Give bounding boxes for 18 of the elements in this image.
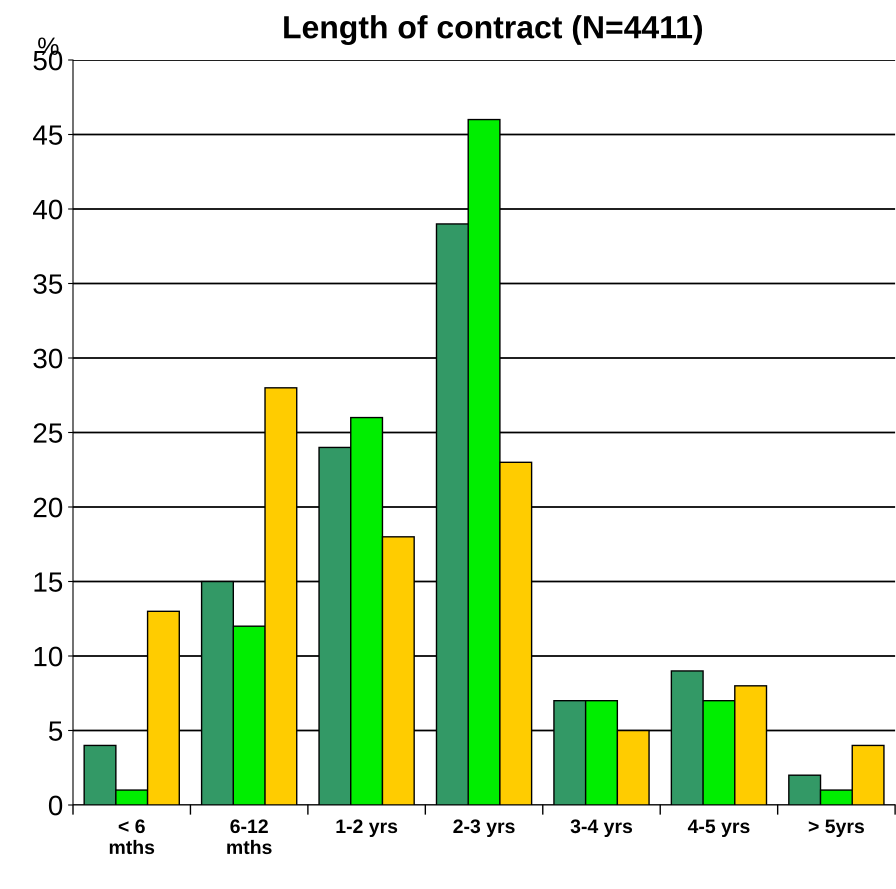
x-tick-label: 1-2 yrs bbox=[336, 819, 398, 838]
y-tick-label: 45 bbox=[33, 125, 62, 145]
y-tick-label: 20 bbox=[34, 498, 62, 518]
y-tick-label: 30 bbox=[33, 348, 62, 368]
y-tick-label: 35 bbox=[33, 274, 62, 294]
x-tick-label: 2-3 yrs bbox=[453, 819, 515, 838]
x-tick-label: 4-5 yrs bbox=[688, 820, 750, 838]
y-tick-label: 25 bbox=[34, 423, 62, 443]
x-tick-label: > 5yrs bbox=[808, 820, 864, 838]
y-tick-label: 10 bbox=[34, 646, 62, 666]
y-tick-label: 0 bbox=[48, 796, 62, 816]
y-tick-label: 15 bbox=[34, 572, 62, 592]
x-tick-label: 6-12 mths bbox=[227, 819, 272, 854]
x-tick-label: 3-4 yrs bbox=[570, 819, 632, 838]
y-tick-label: 5 bbox=[48, 721, 62, 741]
y-tick-label: 40 bbox=[33, 200, 62, 220]
x-tick-label: < 6 mths bbox=[110, 819, 154, 854]
chart-title: Length of contract (N=4411) bbox=[284, 15, 702, 45]
